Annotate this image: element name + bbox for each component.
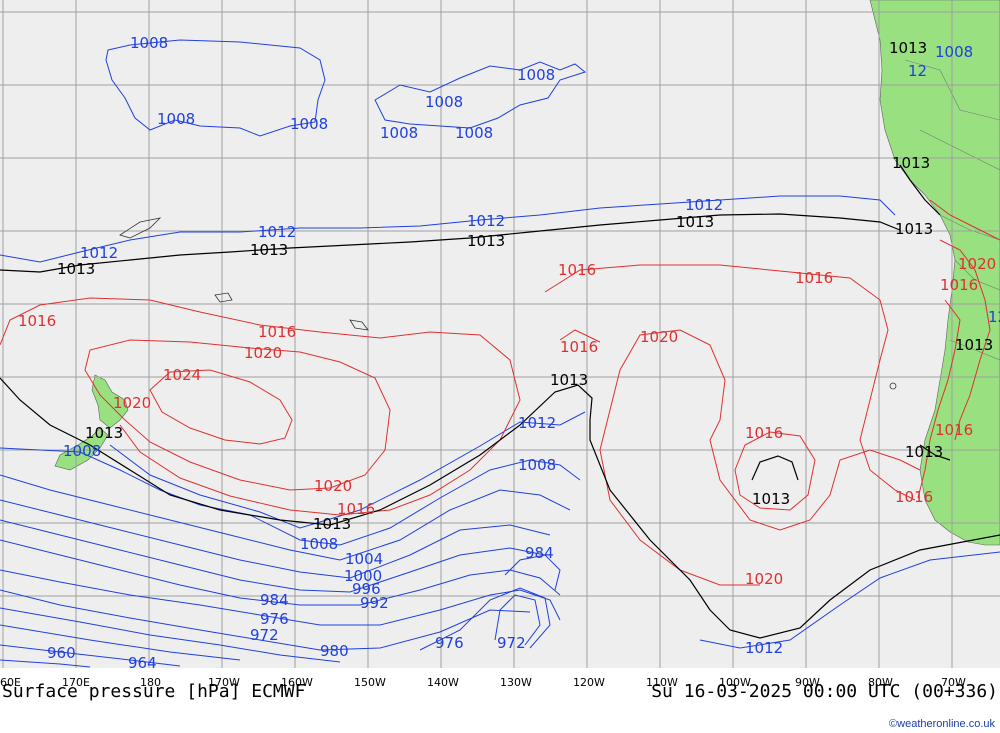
isobar-label: 1008 bbox=[380, 124, 418, 142]
isobar-label: 996 bbox=[352, 580, 381, 598]
isobar-label: 1013 bbox=[955, 336, 993, 354]
isobar-label: 976 bbox=[435, 634, 464, 652]
isobar-label: 1008 bbox=[935, 43, 973, 61]
footer-background bbox=[0, 668, 1000, 733]
isobars-low bbox=[0, 39, 1000, 668]
longitude-ticks: 60E 170E 180 170W 160W 150W 140W 130W 12… bbox=[0, 676, 966, 689]
isobar-label: 1013 bbox=[85, 424, 123, 442]
isobar-label: 1016 bbox=[895, 488, 933, 506]
isobar-label: 1016 bbox=[558, 261, 596, 279]
country-borders bbox=[904, 59, 1000, 361]
new-zealand-south-island bbox=[54, 427, 109, 471]
isobar-label: 1024 bbox=[163, 366, 201, 384]
isobar-label: 1016 bbox=[940, 276, 978, 294]
isobar-label: 1020 bbox=[958, 255, 996, 273]
isobar-label: 1012 bbox=[518, 414, 556, 432]
isobar-label: 1013 bbox=[895, 220, 933, 238]
tick-label: 100W bbox=[719, 676, 751, 689]
tick-label: 120W bbox=[573, 676, 605, 689]
isobar-label: 984 bbox=[260, 591, 289, 609]
isobar-label: 1020 bbox=[113, 394, 151, 412]
isobar-label: 1013 bbox=[550, 371, 588, 389]
isobar-label: 1008 bbox=[518, 456, 556, 474]
isobar-label: 1012 bbox=[467, 212, 505, 230]
lat-lon-grid bbox=[0, 0, 1000, 668]
isobar-label: 1013 bbox=[250, 241, 288, 259]
isobar-label: 1016 bbox=[745, 424, 783, 442]
isobar-label: 1020 bbox=[640, 328, 678, 346]
isobar-label: 1020 bbox=[314, 477, 352, 495]
tick-label: 130W bbox=[500, 676, 532, 689]
isobar-label: 1016 bbox=[337, 500, 375, 518]
tick-label: 160W bbox=[281, 676, 313, 689]
tick-label: 90W bbox=[795, 676, 820, 689]
tick-label: 170E bbox=[62, 676, 90, 689]
isobar-label: 960 bbox=[47, 644, 76, 662]
isobar-label: 1016 bbox=[935, 421, 973, 439]
tick-label: 140W bbox=[427, 676, 459, 689]
isobar-label: 1013 bbox=[467, 232, 505, 250]
isobar-labels: 1008 1008 1008 1008 1008 1008 1008 1013 … bbox=[18, 34, 1000, 672]
isobar-label: 1012 bbox=[258, 223, 296, 241]
isobar-label: 1012 bbox=[685, 196, 723, 214]
isobar-label: 980 bbox=[320, 642, 349, 660]
isobar-label: 1012 bbox=[80, 244, 118, 262]
tick-label: 80W bbox=[868, 676, 893, 689]
isobar-label: 1000 bbox=[344, 567, 382, 585]
isobar-label: 1016 bbox=[560, 338, 598, 356]
isobars-1013 bbox=[0, 164, 1000, 639]
isobar-label: 1008 bbox=[517, 66, 555, 84]
isobar-label: 972 bbox=[497, 634, 526, 652]
isobar-label: 1020 bbox=[745, 570, 783, 588]
isobar-label: 12 bbox=[988, 308, 1000, 326]
isobar-label: 1013 bbox=[892, 154, 930, 172]
isobar-label: 1013 bbox=[889, 39, 927, 57]
tick-label: 110W bbox=[646, 676, 678, 689]
isobar-label: 1016 bbox=[18, 312, 56, 330]
isobar-label: 1020 bbox=[244, 344, 282, 362]
isobar-label: 1008 bbox=[63, 442, 101, 460]
isobar-label: 1013 bbox=[676, 213, 714, 231]
isobar-label: 1013 bbox=[313, 515, 351, 533]
isobar-label: 976 bbox=[260, 610, 289, 628]
isobar-label: 984 bbox=[525, 544, 554, 562]
isobar-label: 1012 bbox=[745, 639, 783, 657]
isobar-label: 1013 bbox=[752, 490, 790, 508]
new-zealand-north-island bbox=[91, 374, 129, 429]
tick-label: 170W bbox=[208, 676, 240, 689]
isobar-label: 1008 bbox=[300, 535, 338, 553]
isobars-high bbox=[0, 199, 1000, 586]
isobar-label: 1008 bbox=[157, 110, 195, 128]
isobar-label: 1016 bbox=[258, 323, 296, 341]
forecast-datetime: Su 16-03-2025 00:00 UTC (00+336) bbox=[651, 681, 998, 702]
isobar-label: 1013 bbox=[57, 260, 95, 278]
isobar-label: 1013 bbox=[905, 443, 943, 461]
isobar-label: 1008 bbox=[455, 124, 493, 142]
isobar-label: 1016 bbox=[795, 269, 833, 287]
isobar-label: 1008 bbox=[290, 115, 328, 133]
ocean-background bbox=[0, 0, 1000, 668]
isobar-label: 964 bbox=[128, 654, 157, 672]
islands bbox=[119, 217, 897, 390]
credit-link[interactable]: ©weatheronline.co.uk bbox=[889, 718, 995, 730]
isobar-label: 972 bbox=[250, 626, 279, 644]
tick-label: 70W bbox=[941, 676, 966, 689]
tick-label: 180 bbox=[140, 676, 161, 689]
south-america-land bbox=[869, 0, 1000, 546]
tick-label: 60E bbox=[0, 676, 21, 689]
isobar-label: 12 bbox=[908, 62, 927, 80]
isobar-label: 1008 bbox=[130, 34, 168, 52]
isobar-label: 1004 bbox=[345, 550, 383, 568]
isobar-label: 992 bbox=[360, 594, 389, 612]
isobar-label: 1008 bbox=[425, 93, 463, 111]
tick-label: 150W bbox=[354, 676, 386, 689]
chart-title: Surface pressure [hPa] ECMWF bbox=[2, 681, 305, 702]
